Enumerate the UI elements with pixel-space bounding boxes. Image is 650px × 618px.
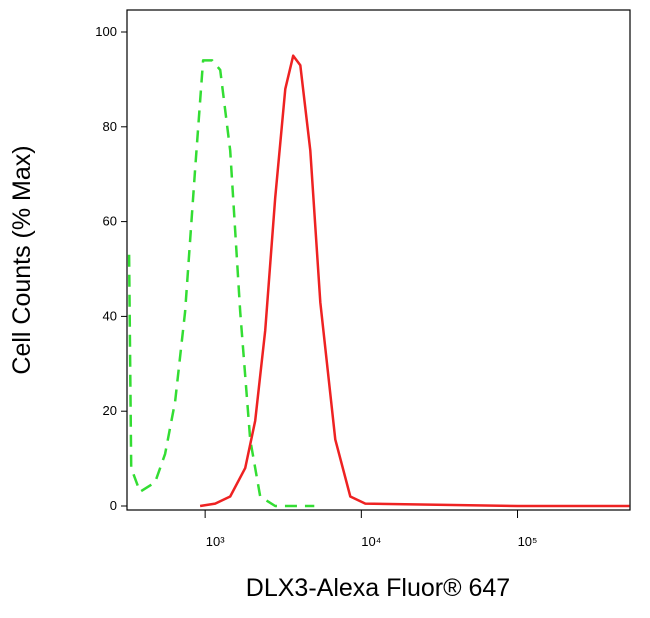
y-tick-label: 40: [103, 308, 117, 323]
y-tick-label: 20: [103, 403, 117, 418]
x-tick-label: 10³: [206, 534, 225, 549]
y-tick-label: 80: [103, 119, 117, 134]
histogram-line: [199, 54, 630, 508]
x-axis-label: DLX3-Alexa Fluor® 647: [246, 574, 510, 602]
y-tick-label: 60: [103, 214, 117, 229]
histogram-line: [127, 59, 315, 508]
plot-frame: [126, 9, 631, 511]
x-tick-label: 10⁵: [518, 534, 538, 549]
x-tick-label: 10⁴: [361, 534, 381, 549]
y-axis-label: Cell Counts (% Max): [8, 145, 36, 374]
y-tick-label: 100: [95, 24, 117, 39]
y-tick-label: 0: [110, 498, 117, 513]
